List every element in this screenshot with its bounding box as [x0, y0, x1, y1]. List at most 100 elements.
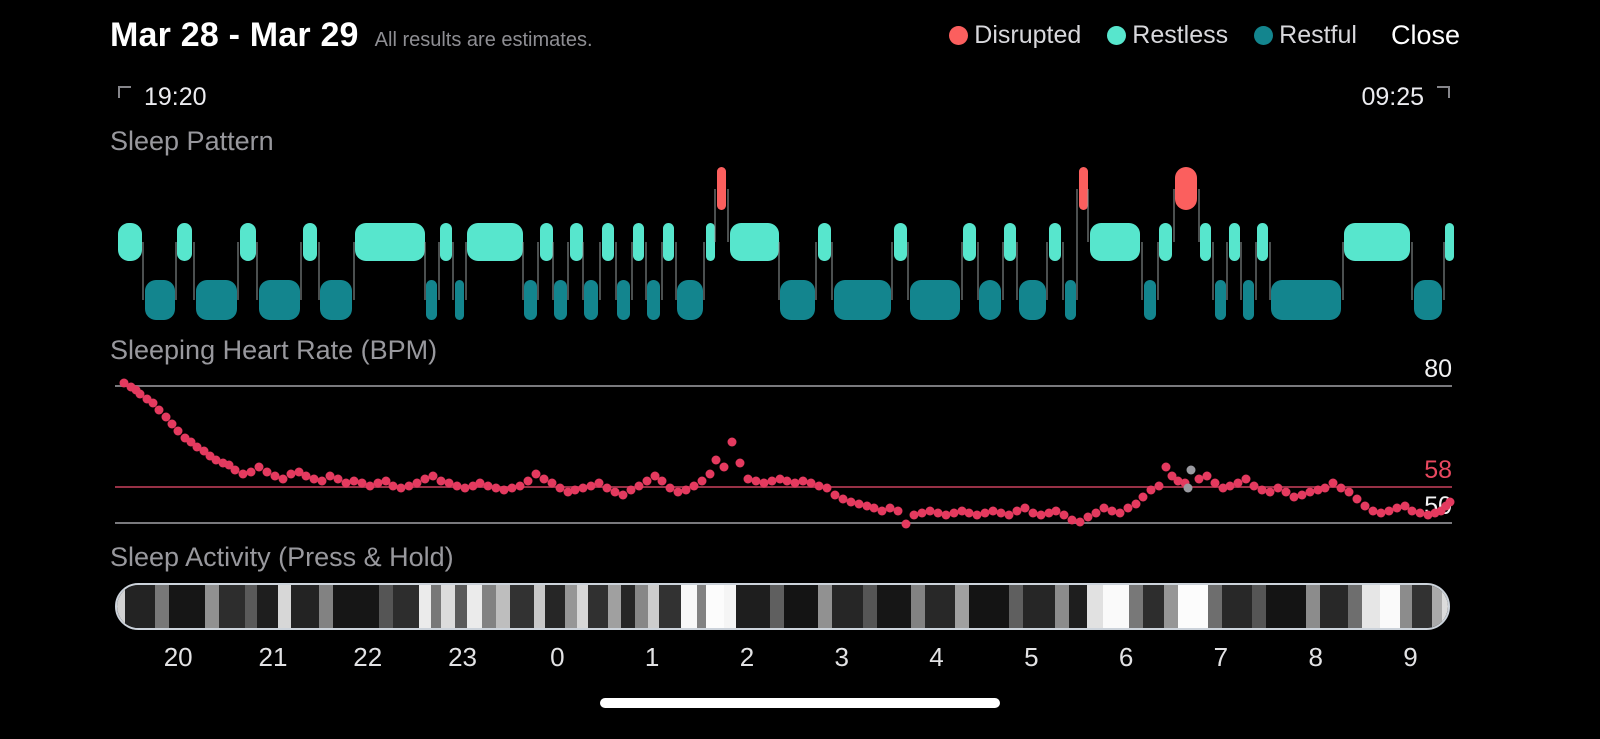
range-end-time: 09:25 [1361, 83, 1424, 111]
sleep-segment-restless [705, 223, 715, 261]
sleep-segment-restless [663, 223, 675, 261]
heart-rate-point [782, 476, 792, 486]
activity-band [1266, 585, 1307, 628]
heart-rate-point [980, 508, 990, 518]
sleep-segment-restless [818, 223, 831, 261]
legend-label-restless: Restless [1132, 21, 1229, 49]
sleep-transition-connector [424, 242, 427, 300]
heart-rate-point [278, 474, 288, 484]
close-button[interactable]: Close [1390, 20, 1460, 50]
activity-band [1379, 585, 1400, 628]
activity-band [333, 585, 380, 628]
home-indicator[interactable] [600, 698, 1000, 708]
heart-rate-point [1146, 485, 1156, 495]
heart-rate-point [1376, 508, 1386, 518]
heart-rate-point [1289, 492, 1299, 502]
hour-tick-label: 8 [1308, 642, 1323, 672]
reference-line-58-bpm [115, 485, 1452, 488]
heart-rate-point [689, 481, 699, 491]
heart-rate-point [211, 455, 221, 465]
activity-band [681, 585, 698, 628]
sleep-activity-strip[interactable] [115, 583, 1450, 630]
sleep-transition-connector [437, 242, 440, 300]
heart-rate-point [286, 469, 296, 479]
heart-rate-point [759, 478, 769, 488]
heart-rate-point [735, 458, 745, 468]
activity-band [481, 585, 496, 628]
activity-band [1319, 585, 1348, 628]
estimates-disclaimer: All results are estimates. [374, 29, 593, 51]
heart-rate-point [180, 433, 190, 443]
legend-item-restful: Restful [1254, 21, 1357, 50]
heart-rate-point [751, 476, 761, 486]
heart-rate-point [1161, 462, 1171, 472]
heart-rate-point [365, 481, 375, 491]
heart-rate-point [901, 519, 911, 529]
activity-band [911, 585, 926, 628]
activity-band [925, 585, 956, 628]
heart-rate-point [964, 508, 974, 518]
sleep-transition-connector [1268, 242, 1271, 300]
heart-rate-point [173, 426, 183, 436]
sleep-transition-connector [1442, 242, 1445, 300]
heart-rate-point [1202, 471, 1212, 481]
heart-rate-point [483, 481, 493, 491]
sleep-transition-connector [1240, 242, 1243, 300]
activity-band [291, 585, 320, 628]
heart-rate-point [262, 467, 272, 477]
heart-rate-chart[interactable]: 805850 [115, 356, 1455, 529]
activity-band [1128, 585, 1143, 628]
header-right: Disrupted Restless Restful Close [949, 20, 1460, 51]
heart-rate-point [270, 471, 280, 481]
heart-rate-point [547, 478, 557, 488]
sleep-transition-connector [907, 242, 910, 300]
heart-rate-point [167, 419, 177, 429]
heart-rate-point [325, 471, 335, 481]
heart-rate-point [1167, 471, 1177, 481]
sleep-segment-disrupted [716, 167, 727, 210]
page-title: Mar 28 - Mar 29 [110, 16, 359, 54]
heart-rate-point [531, 469, 541, 479]
heart-rate-point [1257, 485, 1267, 495]
activity-band [319, 585, 334, 628]
heart-rate-point-gray [1183, 483, 1193, 493]
heart-rate-point [697, 476, 707, 486]
activity-band [1252, 585, 1267, 628]
sleep-segment-restful [833, 280, 891, 320]
sleep-segment-restful [524, 280, 537, 320]
heart-rate-point [444, 478, 454, 488]
heart-rate-point [626, 485, 636, 495]
sleep-pattern-chart[interactable] [115, 165, 1455, 321]
heart-rate-point [230, 465, 240, 475]
sleep-transition-connector [1254, 242, 1257, 300]
heart-rate-point [1218, 483, 1228, 493]
activity-band [256, 585, 279, 628]
heart-rate-point [420, 474, 430, 484]
sleep-segment-restful [554, 280, 567, 320]
heart-rate-point [618, 490, 628, 500]
heart-rate-point [665, 483, 675, 493]
sleep-transition-connector [703, 242, 706, 300]
heart-rate-point [1180, 478, 1190, 488]
activity-band [430, 585, 441, 628]
heart-rate-point [135, 389, 145, 399]
heart-rate-point [1099, 503, 1109, 513]
sleep-transition-connector [714, 188, 717, 242]
sleep-segment-restful [320, 280, 352, 320]
sleep-transition-connector [1411, 242, 1414, 300]
sleep-segment-restless [633, 223, 645, 261]
activity-band [379, 585, 394, 628]
sleep-transition-connector [142, 242, 145, 300]
hour-tick-label: 6 [1118, 642, 1134, 672]
activity-band [635, 585, 649, 628]
heart-rate-point [1445, 497, 1455, 506]
sleep-activity-title: Sleep Activity (Press & Hold) [110, 542, 454, 572]
heart-rate-point [1297, 490, 1307, 500]
sleep-transition-connector [452, 242, 455, 300]
sleep-transition-connector [1341, 242, 1344, 300]
heart-rate-point [775, 474, 785, 484]
activity-band [495, 585, 510, 628]
restful-dot-icon [1254, 26, 1274, 45]
reference-line-80-bpm [115, 385, 1452, 388]
heart-rate-point [1036, 510, 1046, 520]
